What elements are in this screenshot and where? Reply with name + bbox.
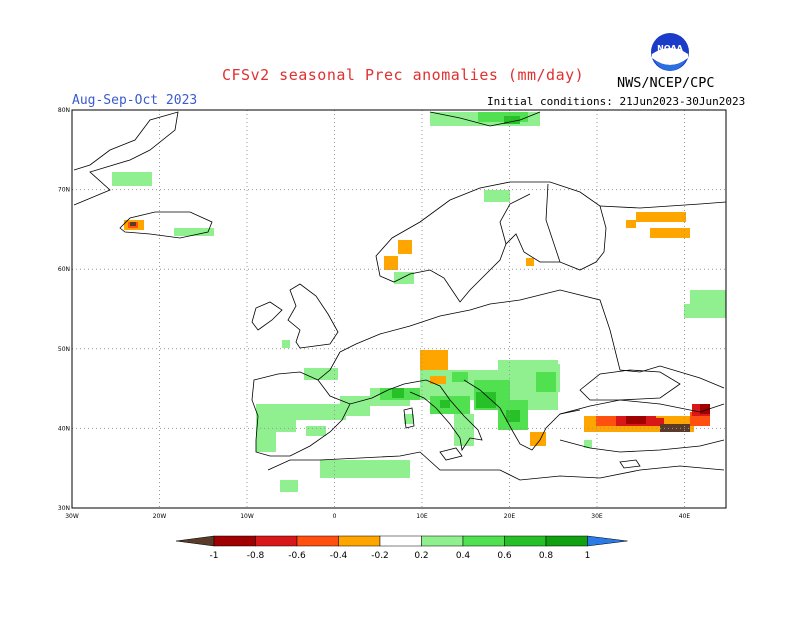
lat-label: 70N (58, 187, 70, 194)
lat-label: 50N (58, 346, 70, 353)
lon-label: 0 (333, 513, 337, 520)
colorbar-swatch (338, 535, 381, 547)
latitude-labels: 80N 70N 60N 50N 40N 30N (58, 107, 70, 512)
colorbar-label: -0.4 (330, 551, 348, 561)
initial-conditions: Initial conditions: 21Jun2023-30Jun2023 (487, 95, 746, 108)
lon-label: 20E (504, 513, 516, 520)
noaa-logo-text: NOAA (657, 44, 683, 53)
gridlines (72, 110, 726, 508)
noaa-logo-icon: NOAA (651, 33, 689, 71)
lat-label: 80N (58, 107, 70, 114)
lat-label: 40N (58, 425, 70, 432)
colorbar-swatch-min (175, 535, 215, 547)
map-frame (71, 109, 727, 509)
colorbar-label: 0.2 (414, 551, 428, 561)
colorbar-swatch (255, 535, 298, 547)
colorbar-label: -0.6 (288, 551, 306, 561)
colorbar-swatch (379, 535, 422, 547)
colorbar-label: 0.6 (497, 551, 512, 561)
lon-label: 30W (65, 513, 79, 520)
lon-label: 10E (416, 513, 428, 520)
lon-label: 40E (679, 513, 691, 520)
agency-label: NWS/NCEP/CPC (617, 75, 715, 91)
colorbar-swatch-max (587, 535, 628, 547)
map-title: CFSv2 seasonal Prec anomalies (mm/day) (222, 66, 585, 84)
colorbar-swatch (504, 535, 547, 547)
colorbar-label: -0.2 (371, 551, 389, 561)
colorbar-swatch (462, 535, 505, 547)
colorbar-label: -1 (210, 551, 219, 561)
lat-label: 30N (58, 505, 70, 512)
colorbar-label: -0.8 (247, 551, 265, 561)
colorbar-swatch (421, 535, 464, 547)
lat-label: 60N (58, 266, 70, 273)
colorbar-label: 0.4 (456, 551, 471, 561)
forecast-period: Aug-Sep-Oct 2023 (72, 93, 198, 108)
lon-label: 30E (591, 513, 603, 520)
colorbar-swatch (213, 535, 256, 547)
colorbar-label: 1 (585, 551, 591, 561)
colorbar-swatch (296, 535, 339, 547)
anomaly-patches (112, 112, 726, 492)
longitude-labels: 30W 20W 10W 0 10E 20E 30E 40E (65, 513, 690, 520)
colorbar-swatch (545, 535, 588, 547)
lon-label: 20W (153, 513, 167, 520)
coastlines (73, 111, 727, 481)
lon-label: 10W (240, 513, 254, 520)
colorbar-label: 0.8 (539, 551, 554, 561)
